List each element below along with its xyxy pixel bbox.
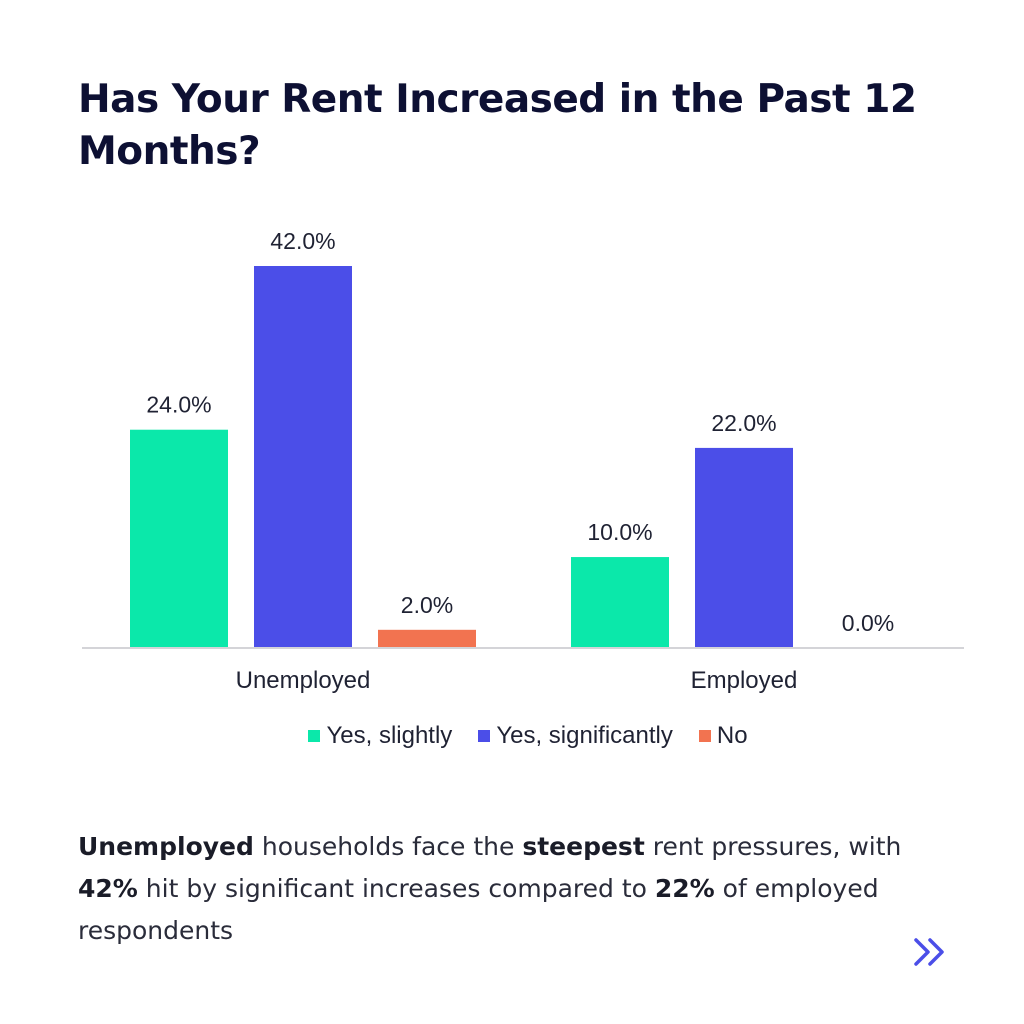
caption-text: rent pressures, with <box>644 832 902 861</box>
summary-caption: Unemployed households face the steepest … <box>78 826 958 952</box>
legend-swatch-yes-slightly <box>308 730 321 742</box>
legend-label: No <box>716 722 748 749</box>
chart-title: Has Your Rent Increased in the Past 12 M… <box>78 77 917 174</box>
caption-text: of employed respondents <box>78 874 879 945</box>
data-label: 0.0% <box>842 610 894 636</box>
caption-emphasis: 22% <box>654 874 715 903</box>
caption-text: households face the <box>253 832 523 861</box>
caption-emphasis: Unemployed <box>78 832 254 861</box>
legend-label: Yes, slightly <box>326 722 453 749</box>
caption-text: hit by significant increases compared to <box>137 874 655 903</box>
legend-item-yes-significantly: Yes, significantly <box>478 722 673 750</box>
legend-label: Yes, significantly <box>496 722 673 749</box>
bar-chart: 24.0% 42.0% 2.0% Unemployed 10.0% 22.0% 0.0% Em… <box>82 228 964 694</box>
caption-emphasis: 42% <box>78 874 138 903</box>
caption-emphasis: steepest <box>522 832 645 861</box>
data-label: 22.0% <box>711 410 776 436</box>
double-chevron-right-icon[interactable] <box>908 932 952 972</box>
legend-swatch-yes-significantly <box>478 730 491 742</box>
data-label: 42.0% <box>270 228 335 254</box>
legend-swatch-no <box>698 730 711 742</box>
bar-employed-yes-significantly <box>695 447 793 648</box>
bar-unemployed-no <box>378 629 476 648</box>
x-tick-label: Employed <box>691 667 798 694</box>
chart-legend: Yes, slightly Yes, significantly No <box>0 722 1024 750</box>
bar-unemployed-yes-significantly <box>254 266 352 648</box>
data-label: 24.0% <box>146 392 211 418</box>
legend-item-yes-slightly: Yes, slightly <box>308 722 452 750</box>
data-label: 10.0% <box>587 519 652 545</box>
bar-unemployed-yes-slightly <box>130 429 228 648</box>
bar-employed-yes-slightly <box>571 557 669 648</box>
x-tick-label: Unemployed <box>236 667 371 694</box>
legend-item-no: No <box>698 722 748 750</box>
data-label: 2.0% <box>401 592 453 618</box>
